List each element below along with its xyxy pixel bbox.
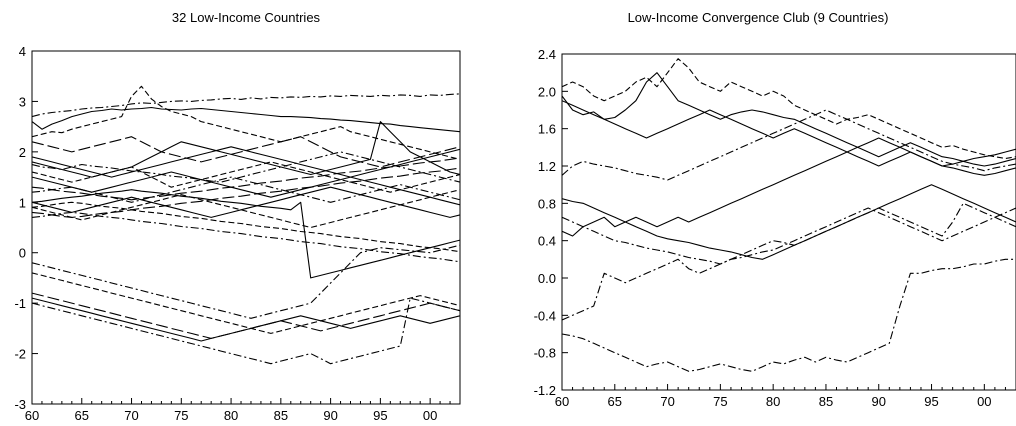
x-tick-label: 80 bbox=[766, 394, 780, 409]
y-tick-label: 2 bbox=[19, 145, 26, 160]
series-line-12 bbox=[32, 189, 460, 229]
series-line-18 bbox=[32, 272, 460, 334]
chart-low-income-convergence-club: Low-Income Convergence Club (9 Countries… bbox=[534, 10, 1016, 409]
series-line-8 bbox=[562, 207, 1016, 321]
x-tick-label: 90 bbox=[872, 394, 886, 409]
y-tick-label: 2.0 bbox=[538, 84, 556, 99]
series-group bbox=[32, 85, 460, 365]
chart-title: Low-Income Convergence Club (9 Countries… bbox=[628, 10, 889, 25]
x-tick-label: 65 bbox=[608, 394, 622, 409]
series-line-2 bbox=[32, 106, 460, 133]
series-line-20 bbox=[32, 297, 460, 342]
series-line-21 bbox=[32, 297, 460, 365]
plot-frame bbox=[561, 53, 1016, 391]
series-line-6 bbox=[562, 184, 1016, 260]
x-tick-label: 70 bbox=[660, 394, 674, 409]
y-tick-label: -2 bbox=[14, 347, 26, 362]
y-tick-label: 2.4 bbox=[538, 47, 556, 62]
series-line-7 bbox=[32, 161, 460, 193]
y-tick-label: 1.6 bbox=[538, 122, 556, 137]
y-tick-label: 0.0 bbox=[538, 271, 556, 286]
series-line-16 bbox=[32, 201, 460, 253]
series-line-13 bbox=[32, 167, 460, 218]
ticks: 60 65 70 75 80 85 90 95 00 -3 -2 -1 0 1 2 3 4 bbox=[14, 44, 461, 423]
y-tick-label: 4 bbox=[19, 44, 26, 59]
y-tick-label: 1 bbox=[19, 195, 26, 210]
y-tick-label: -1 bbox=[14, 296, 26, 311]
chart-title: 32 Low-Income Countries bbox=[172, 10, 321, 25]
series-line-22 bbox=[32, 146, 460, 206]
series-line-1 bbox=[562, 58, 1016, 160]
plot-frame bbox=[31, 50, 461, 405]
ticks: 60 65 70 75 80 85 90 95 00 -1.2 -0.8 -0.4 0.0 0.4 0.8 1… bbox=[534, 47, 1016, 409]
x-tick-label: 85 bbox=[274, 408, 288, 423]
x-tick-label: 60 bbox=[25, 408, 39, 423]
y-tick-label: 0 bbox=[19, 246, 26, 261]
series-line-5 bbox=[32, 121, 460, 178]
series-line-9 bbox=[562, 258, 1016, 372]
series-line-15 bbox=[32, 189, 460, 279]
y-tick-label: -0.8 bbox=[534, 346, 556, 361]
series-line-5 bbox=[562, 137, 1016, 237]
x-tick-label: 60 bbox=[555, 394, 569, 409]
x-tick-label: 80 bbox=[224, 408, 238, 423]
series-line-11 bbox=[32, 186, 460, 218]
series-line-7 bbox=[562, 202, 1016, 265]
series-line-19 bbox=[32, 292, 460, 339]
series-line-2 bbox=[562, 72, 1016, 167]
series-line-17 bbox=[32, 244, 460, 319]
x-tick-label: 75 bbox=[713, 394, 727, 409]
series-line-3 bbox=[32, 85, 460, 160]
y-tick-label: -1.2 bbox=[534, 383, 556, 398]
series-line-10 bbox=[32, 176, 460, 203]
x-tick-label: 65 bbox=[75, 408, 89, 423]
x-tick-label: 75 bbox=[174, 408, 188, 423]
series-line-14 bbox=[32, 211, 460, 263]
y-tick-label: -0.4 bbox=[534, 308, 556, 323]
series-line-1 bbox=[32, 93, 460, 118]
x-tick-label: 00 bbox=[977, 394, 991, 409]
x-tick-label: 95 bbox=[924, 394, 938, 409]
x-tick-label: 85 bbox=[819, 394, 833, 409]
x-tick-label: 90 bbox=[323, 408, 337, 423]
x-tick-label: 95 bbox=[373, 408, 387, 423]
x-tick-label: 70 bbox=[124, 408, 138, 423]
series-line-4 bbox=[32, 136, 460, 168]
y-tick-label: 0.4 bbox=[538, 234, 556, 249]
y-tick-label: -3 bbox=[14, 397, 26, 412]
series-group bbox=[562, 58, 1016, 372]
series-line-9 bbox=[32, 157, 460, 201]
series-line-3 bbox=[562, 100, 1016, 176]
series-line-6 bbox=[32, 151, 460, 183]
y-tick-label: 0.8 bbox=[538, 196, 556, 211]
series-line-4 bbox=[562, 109, 1016, 181]
y-tick-label: 3 bbox=[19, 94, 26, 109]
x-tick-label: 00 bbox=[423, 408, 437, 423]
y-tick-label: 1.2 bbox=[538, 159, 556, 174]
chart-32-low-income-countries: 32 Low-Income Countries 60 65 70 75 80 85 90 95… bbox=[14, 10, 461, 423]
